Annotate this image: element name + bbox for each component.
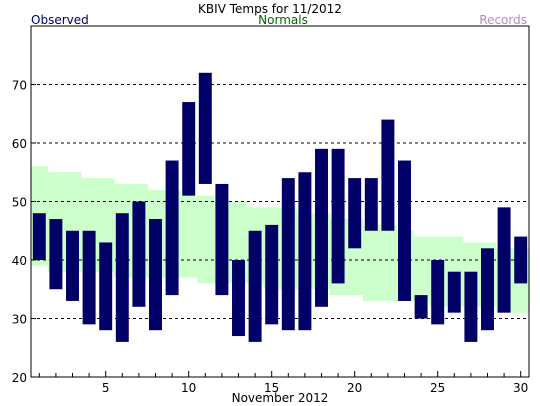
y-tick-label-60: 60	[12, 137, 27, 151]
y-tick-label-70: 70	[12, 79, 27, 93]
x-tick-label-5: 5	[102, 381, 110, 395]
observed-bar-day-14	[248, 230, 262, 342]
chart-title: KBIV Temps for 11/2012	[198, 2, 342, 16]
observed-bar-day-17	[298, 172, 312, 331]
y-tick-label-40: 40	[12, 254, 27, 268]
observed-bar-day-9	[165, 160, 179, 296]
observed-bar-day-30	[514, 236, 528, 284]
x-tick-label-20: 20	[347, 381, 362, 395]
x-tick-label-25: 25	[430, 381, 445, 395]
observed-bar-day-6	[115, 213, 129, 342]
y-tick-label-50: 50	[12, 196, 27, 210]
observed-bar-day-1	[32, 213, 46, 260]
x-tick-label-30: 30	[513, 381, 528, 395]
observed-bar-day-28	[481, 248, 494, 331]
x-axis-label: November 2012	[232, 391, 329, 405]
legend-records: Records	[479, 13, 527, 27]
observed-bars	[32, 72, 528, 342]
y-tick-label-30: 30	[12, 313, 27, 327]
grid-lines	[31, 84, 529, 319]
observed-bar-day-11	[198, 72, 212, 184]
axes: 20 30 40 50 60 70 5 10 15 20 25 30	[12, 79, 529, 396]
normal-range-day-10	[180, 195, 198, 278]
observed-bar-day-21	[364, 178, 378, 231]
normal-range-day-21	[363, 224, 381, 301]
observed-bar-day-5	[99, 242, 113, 331]
observed-bar-day-24	[414, 295, 428, 319]
observed-bar-day-12	[215, 183, 229, 296]
observed-bar-day-26	[447, 271, 461, 313]
normal-range-day-11	[197, 195, 215, 284]
observed-bar-day-23	[398, 160, 411, 301]
observed-bar-day-22	[381, 119, 395, 231]
observed-bar-day-25	[431, 260, 445, 325]
observed-bar-day-15	[265, 224, 279, 325]
observed-bar-day-16	[281, 178, 295, 331]
x-tick-label-10: 10	[181, 381, 196, 395]
y-tick-label-20: 20	[12, 371, 27, 385]
legend-observed: Observed	[31, 13, 89, 27]
observed-bar-day-2	[49, 219, 63, 290]
legend-normals: Normals	[258, 13, 308, 27]
observed-bar-day-8	[149, 219, 162, 331]
observed-bar-day-29	[497, 207, 511, 313]
observed-bar-day-3	[66, 230, 79, 301]
x-tick-label-15: 15	[264, 381, 279, 395]
observed-bar-day-18	[315, 148, 328, 307]
observed-bar-day-4	[82, 230, 96, 325]
observed-bar-day-19	[331, 148, 345, 284]
observed-bar-day-27	[464, 271, 478, 342]
observed-bar-day-20	[348, 178, 362, 249]
observed-bar-day-10	[182, 102, 196, 196]
normal-range-day-24	[412, 236, 430, 301]
normal-range-day-22	[379, 224, 397, 301]
observed-bar-day-7	[132, 201, 146, 307]
observed-bar-day-13	[232, 260, 245, 337]
